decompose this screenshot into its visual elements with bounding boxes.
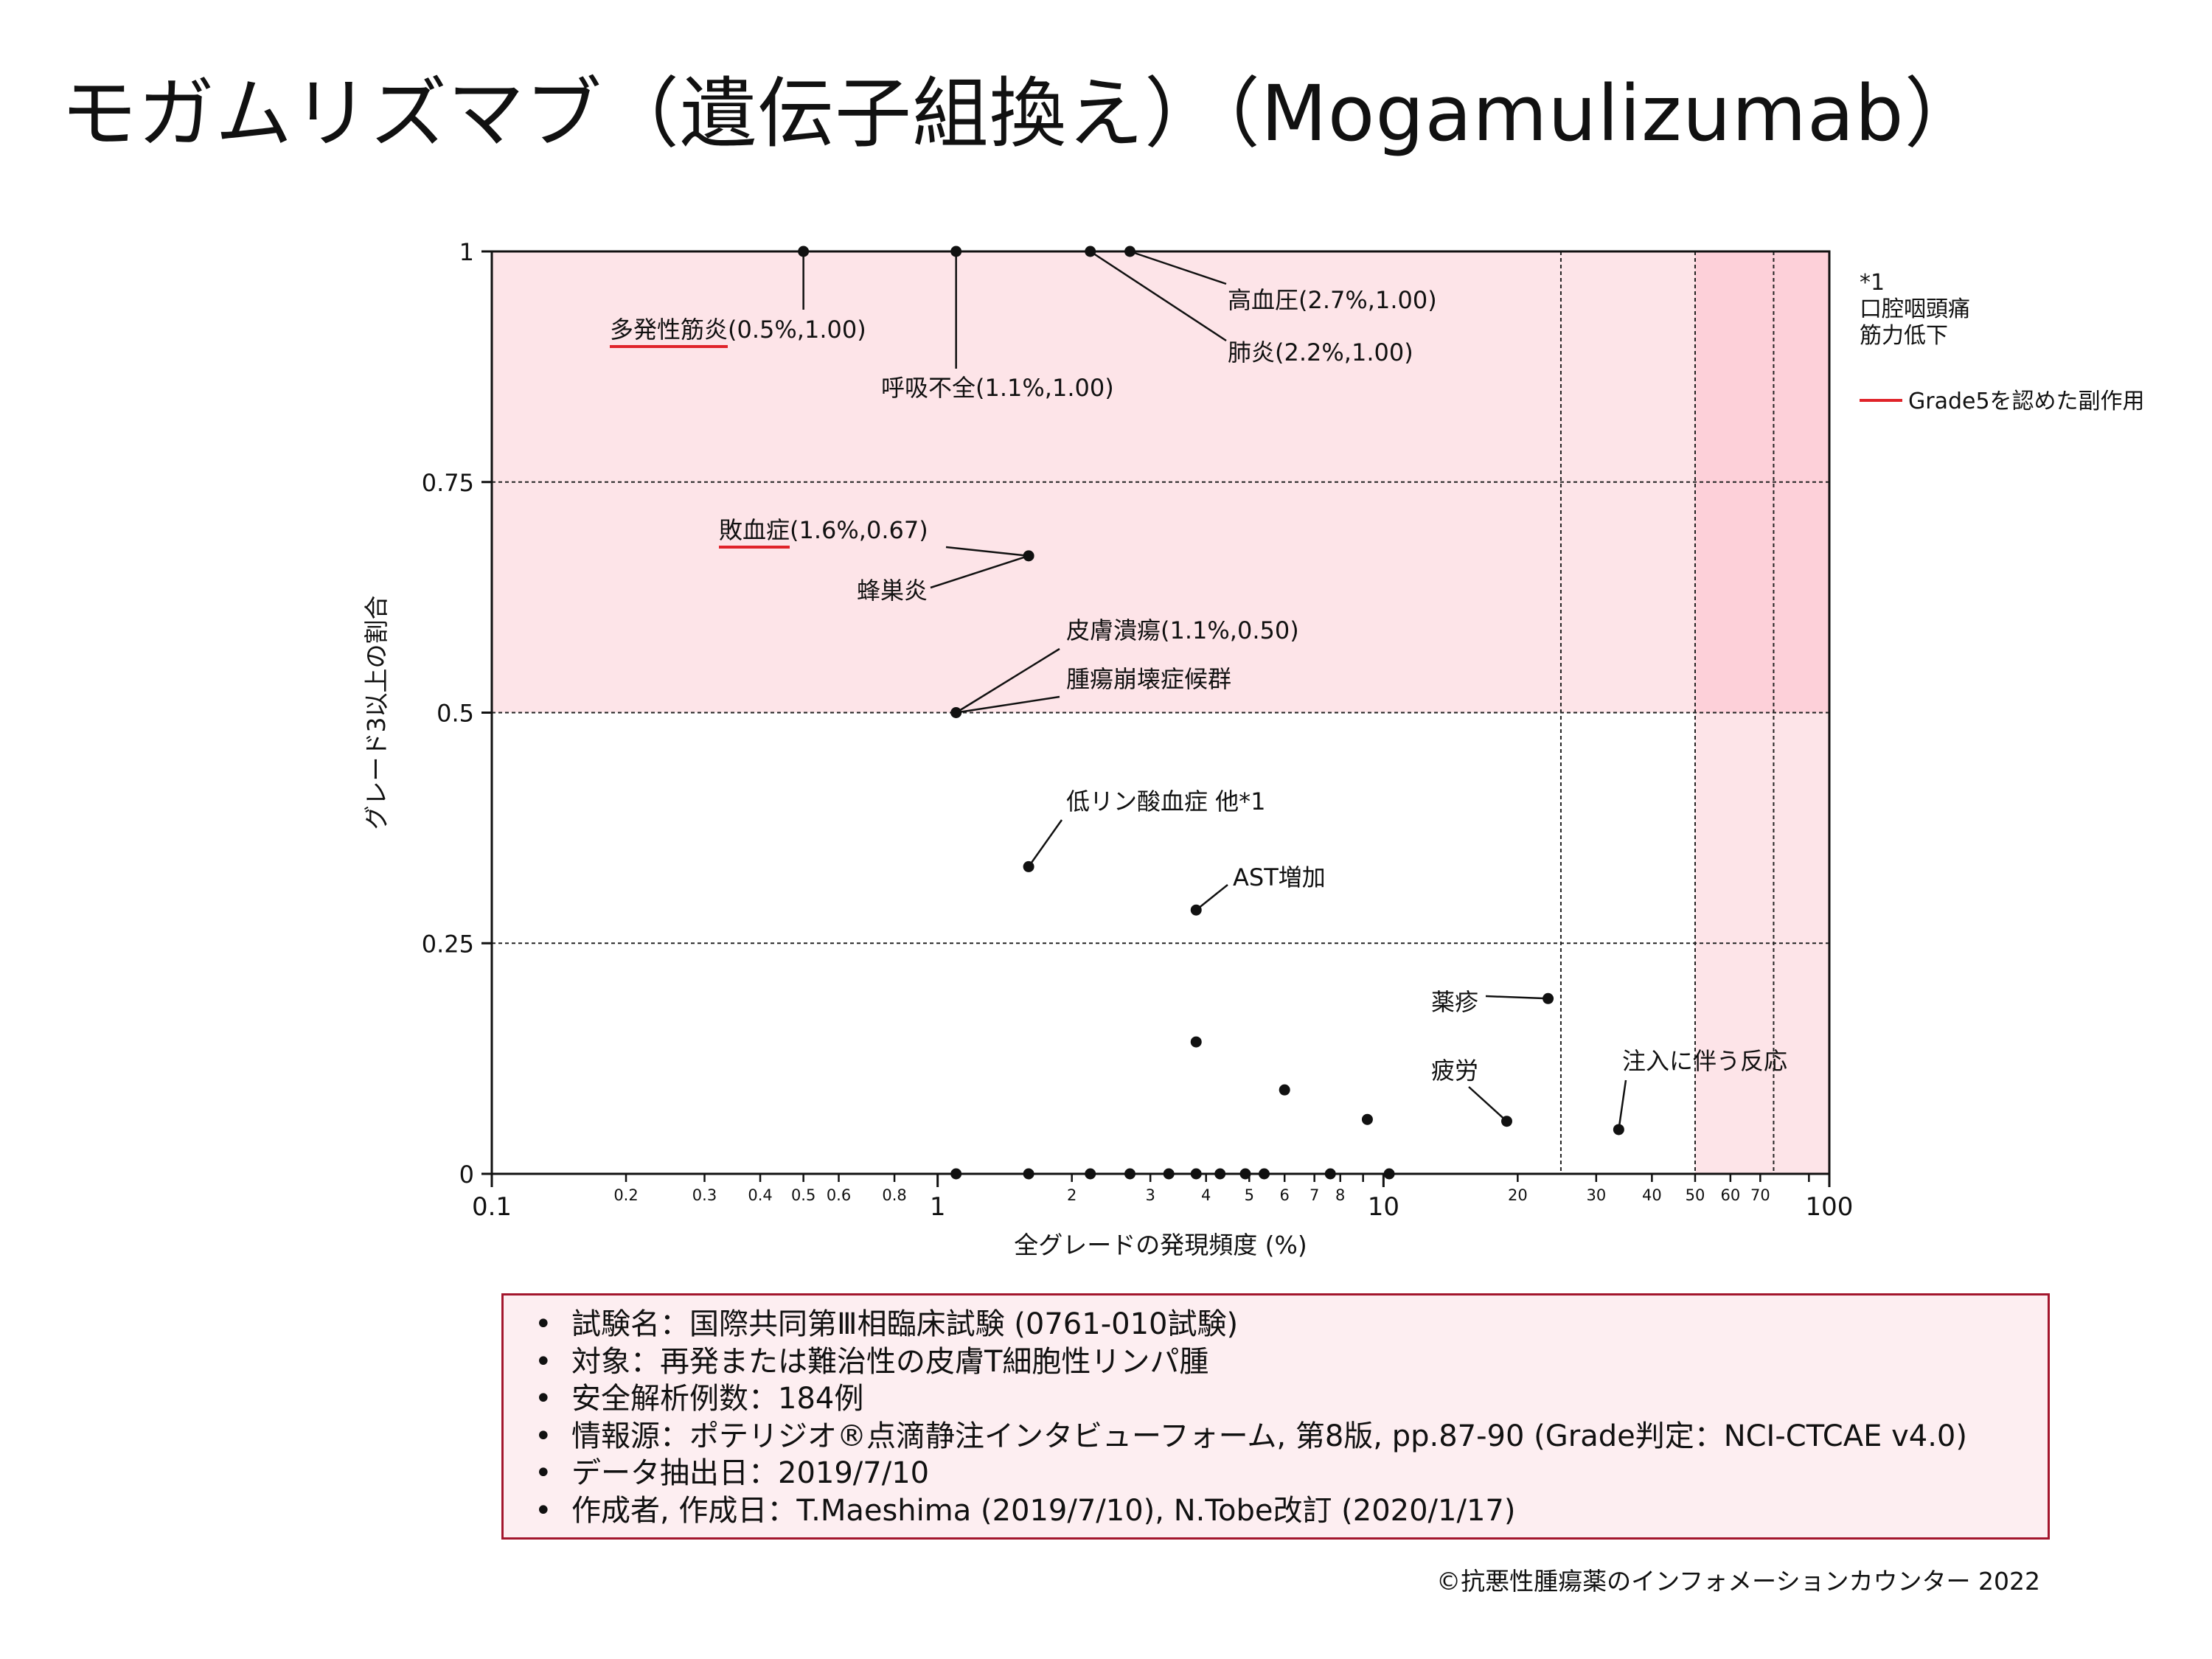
x-tick-minor-label: 8 [1335, 1186, 1345, 1204]
copyright-text: ©抗悪性腫瘍薬のインフォメーションカウンター 2022 [1436, 1567, 2040, 1596]
leader-line [1028, 819, 1063, 868]
x-tick-minor-label: 0.2 [613, 1186, 638, 1204]
data-point [1085, 246, 1096, 257]
leader-line [956, 647, 1060, 714]
x-tick-minor-label: 2 [1067, 1186, 1077, 1204]
info-item: 試験名：国際共同第Ⅲ相臨床試験 (0761-010試験) [526, 1306, 2025, 1343]
leader-line [1195, 884, 1228, 911]
data-point [950, 1168, 962, 1180]
x-tick-minor-label: 7 [1310, 1186, 1319, 1204]
data-point [798, 246, 810, 257]
x-tick-minor-label: 30 [1586, 1186, 1606, 1204]
data-point [1214, 1168, 1226, 1180]
info-item: データ抽出日：2019/7/10 [526, 1455, 2025, 1492]
x-tick-minor-label: 60 [1720, 1186, 1740, 1204]
point-label: 多発性筋炎(0.5%,1.00) [610, 316, 866, 344]
leader-line [945, 546, 1029, 557]
point-label: 注入に伴う反応 [1622, 1047, 1787, 1075]
point-label: 蜂巣炎 [857, 577, 928, 605]
y-tick-label: 0.25 [422, 930, 474, 958]
data-point [1501, 1116, 1513, 1127]
point-label: 皮膚潰瘍(1.1%,0.50) [1066, 616, 1299, 644]
legend-note: *1 [1860, 270, 1885, 296]
y-tick-label: 0.5 [437, 700, 474, 728]
y-axis-title: グレード3以上の割合 [362, 596, 391, 830]
point-label: 高血圧(2.7%,1.00) [1228, 286, 1437, 314]
leader-line [1130, 250, 1227, 285]
x-tick-label: 10 [1368, 1192, 1399, 1222]
x-tick-minor-label: 40 [1642, 1186, 1662, 1204]
x-tick-minor-label: 0.3 [692, 1186, 717, 1204]
point-label: 疲労 [1431, 1057, 1478, 1085]
x-axis-title: 全グレードの発現頻度 (%) [1014, 1231, 1307, 1259]
point-label: 薬疹 [1431, 988, 1478, 1016]
info-item: 安全解析例数：184例 [526, 1380, 2025, 1418]
point-label: 低リン酸血症 他*1 [1066, 787, 1266, 815]
y-tick-label: 1 [459, 238, 474, 266]
x-tick-minor-label: 0.5 [791, 1186, 815, 1204]
data-point [1124, 1168, 1135, 1180]
leader-line [1485, 995, 1548, 1000]
data-point [1023, 550, 1034, 562]
data-point [1613, 1124, 1624, 1135]
page-title: モガムリズマブ（遺伝子組換え）（Mogamulizumab） [60, 69, 1982, 159]
info-item: 対象：再発または難治性の皮膚T細胞性リンパ腫 [526, 1343, 2025, 1381]
data-point [1023, 1168, 1034, 1180]
legend-grade5-label: Grade5を認めた副作用 [1908, 389, 2145, 414]
y-tick-label: 0 [459, 1161, 474, 1189]
x-tick-minor-label: 50 [1686, 1186, 1705, 1204]
x-tick-minor-label: 3 [1145, 1186, 1155, 1204]
x-tick-minor-label: 6 [1280, 1186, 1290, 1204]
data-point [1383, 1168, 1395, 1180]
leader-line [956, 695, 1060, 714]
leader-line [1618, 1079, 1627, 1130]
data-point [1239, 1168, 1251, 1180]
x-tick-minor-label: 0.6 [827, 1186, 851, 1204]
data-point [950, 246, 962, 257]
x-tick-minor-label: 20 [1508, 1186, 1528, 1204]
data-point [1190, 1036, 1202, 1048]
data-point [1163, 1168, 1175, 1180]
point-label: 敗血症(1.6%,0.67) [719, 516, 928, 544]
x-tick-minor-label: 0.4 [748, 1186, 772, 1204]
point-label: 肺炎(2.2%,1.00) [1228, 338, 1413, 366]
y-tick-label: 0.75 [422, 469, 474, 497]
scatter-chart: 0 0.25 0.5 0.75 1 0.1 1 10 100 0.2 0.3 0.4 0.5 0.6 0.8… [362, 238, 2145, 1259]
leader-line [1468, 1086, 1508, 1122]
data-point [1279, 1084, 1290, 1096]
data-point [1190, 904, 1202, 916]
data-point [950, 707, 962, 718]
x-tick-label: 100 [1806, 1192, 1854, 1222]
x-tick-label: 0.1 [472, 1192, 512, 1222]
data-point [1324, 1168, 1336, 1180]
x-tick-minor-label: 4 [1201, 1186, 1211, 1204]
data-point [1259, 1168, 1270, 1180]
data-point [1124, 246, 1135, 257]
data-point [1543, 992, 1554, 1004]
legend-note: 筋力低下 [1860, 323, 1948, 349]
x-tick-minor-label: 70 [1750, 1186, 1770, 1204]
leader-line [1090, 250, 1227, 342]
info-item: 情報源：ポテリジオ®点滴静注インタビューフォーム, 第8版, pp.87-90 … [526, 1418, 2025, 1455]
x-tick-minor-label: 5 [1245, 1186, 1254, 1204]
data-point [1361, 1113, 1373, 1125]
study-info-box: 試験名：国際共同第Ⅲ相臨床試験 (0761-010試験) 対象：再発または難治性… [501, 1293, 2050, 1540]
point-label: 腫瘍崩壊症候群 [1066, 665, 1231, 693]
point-label: AST増加 [1233, 863, 1326, 891]
data-point [1023, 860, 1034, 872]
point-label: 呼吸不全(1.1%,1.00) [881, 374, 1114, 402]
data-point [1190, 1168, 1202, 1180]
leader-line [930, 554, 1029, 589]
x-tick-minor-label: 0.8 [882, 1186, 906, 1204]
data-point [1085, 1168, 1096, 1180]
x-tick-label: 1 [930, 1192, 946, 1222]
info-item: 作成者, 作成日：T.Maeshima (2019/7/10), N.Tobe改… [526, 1492, 2025, 1530]
legend-note: 口腔咽頭痛 [1860, 296, 1970, 322]
